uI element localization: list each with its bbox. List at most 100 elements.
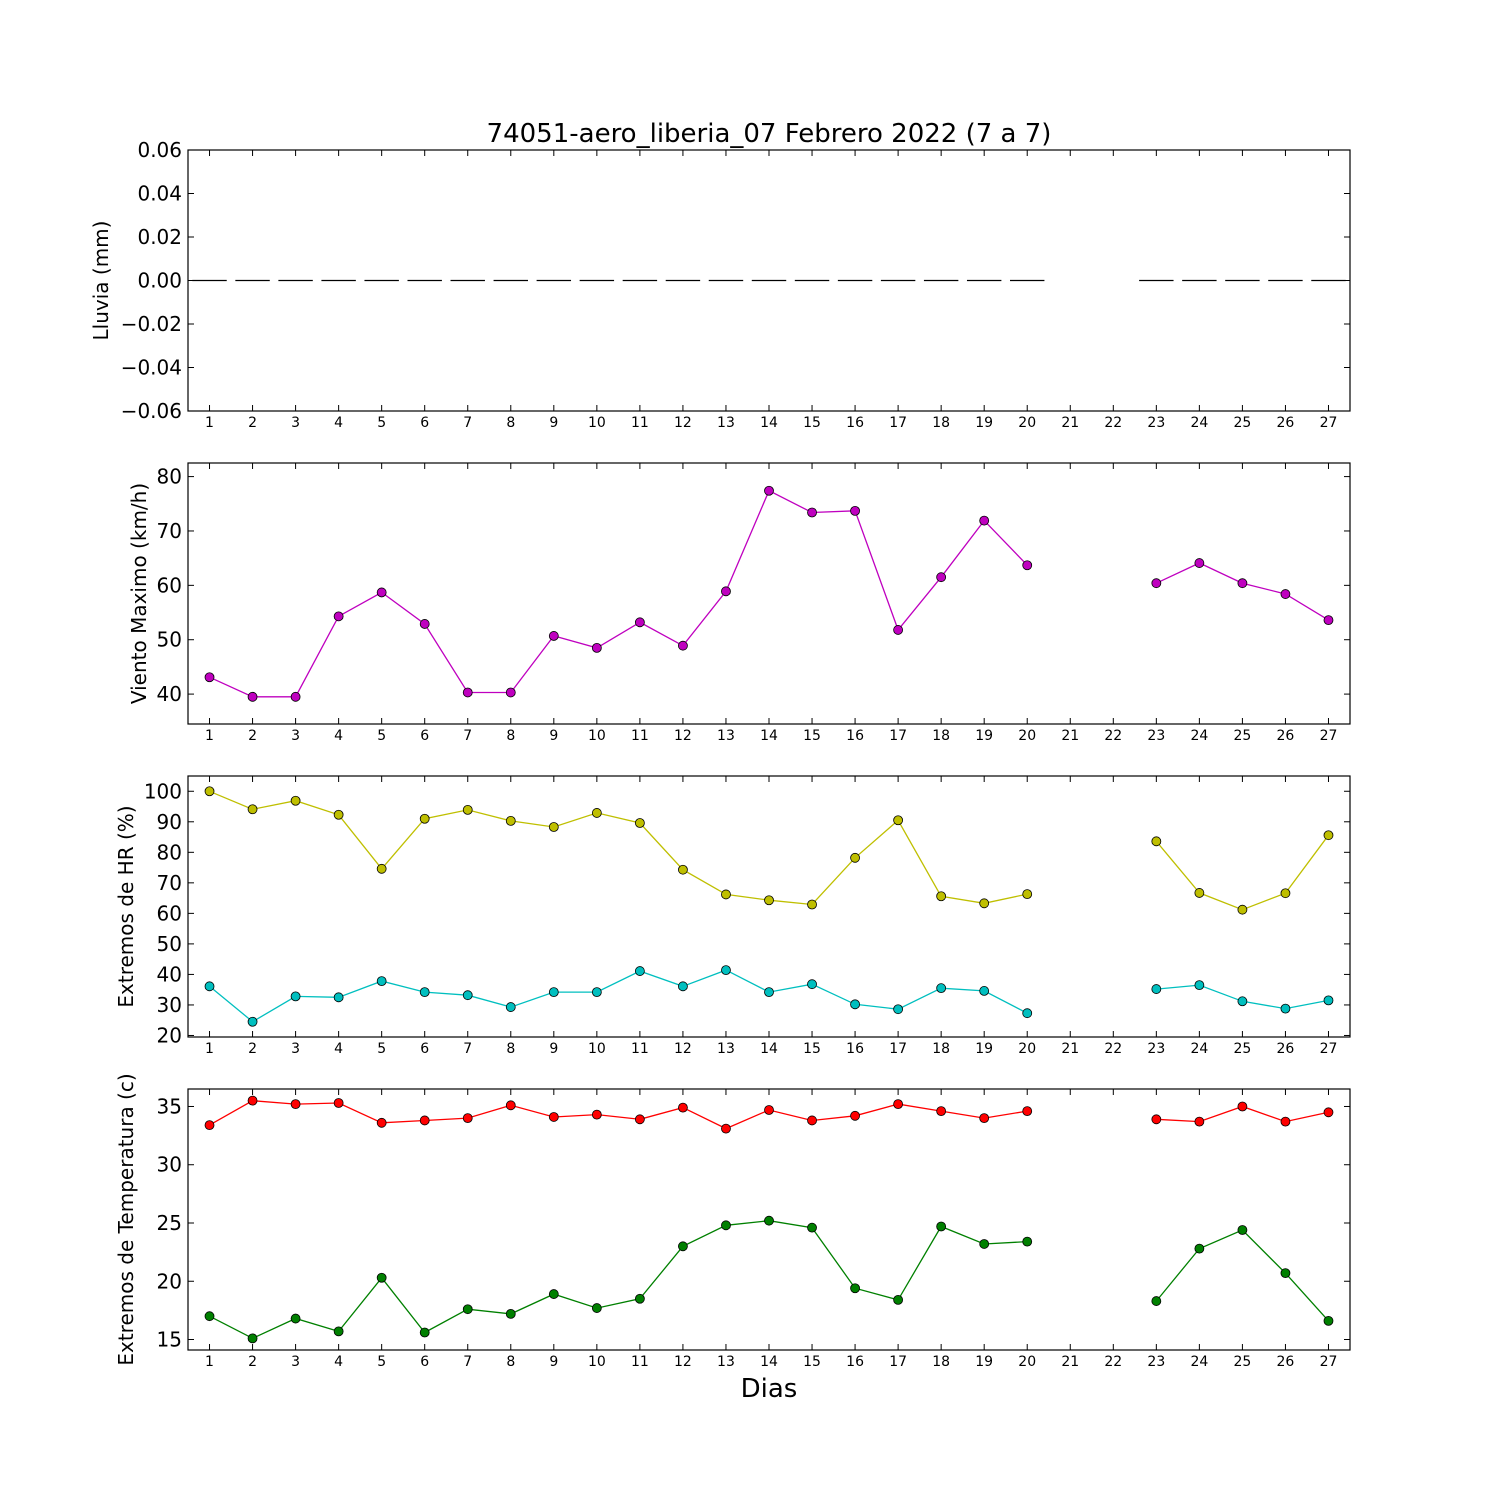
data-point xyxy=(634,1293,645,1304)
x-tick-label: 23 xyxy=(1147,415,1165,431)
x-tick-label: 18 xyxy=(932,1041,950,1057)
data-point xyxy=(376,976,387,987)
data-point xyxy=(204,786,215,797)
series-line xyxy=(1155,1229,1329,1322)
x-tick-label: 24 xyxy=(1190,1354,1208,1370)
data-point xyxy=(462,804,473,815)
x-tick-label: 12 xyxy=(674,1041,692,1057)
data-point xyxy=(634,818,645,828)
x-tick-label: 14 xyxy=(760,415,778,431)
x-tick-label: 19 xyxy=(975,728,993,744)
y-tick-label: 50 xyxy=(157,932,182,956)
x-tick-label: 3 xyxy=(291,728,300,744)
x-tick-label: 9 xyxy=(549,1041,558,1057)
data-point xyxy=(764,895,774,906)
data-point xyxy=(979,986,990,996)
data-point xyxy=(1022,1008,1033,1019)
x-tick-label: 11 xyxy=(631,728,649,744)
data-point xyxy=(548,987,559,998)
x-axis-label: Dias xyxy=(741,1374,798,1404)
plot-frame xyxy=(187,149,1351,412)
data-point xyxy=(1237,1101,1248,1112)
x-tick-label: 3 xyxy=(291,1354,300,1370)
x-tick-label: 18 xyxy=(932,415,950,431)
y-tick-label: 60 xyxy=(157,573,182,597)
y-tick-label: 50 xyxy=(157,628,182,652)
data-point xyxy=(678,1241,688,1252)
x-tick-label: 16 xyxy=(846,728,864,744)
data-point xyxy=(893,625,904,635)
y-tick-label: 0.06 xyxy=(137,138,182,162)
x-tick-label: 4 xyxy=(334,1354,343,1370)
x-tick-label: 7 xyxy=(463,1041,472,1057)
data-point xyxy=(419,619,430,629)
data-point xyxy=(419,1327,430,1338)
data-point xyxy=(634,617,645,628)
data-point xyxy=(247,804,258,815)
x-tick-label: 7 xyxy=(463,728,472,744)
x-tick-label: 21 xyxy=(1061,1354,1079,1370)
x-tick-label: 8 xyxy=(506,728,515,744)
x-tick-label: 2 xyxy=(248,415,257,431)
x-tick-label: 25 xyxy=(1233,728,1251,744)
data-point xyxy=(376,1117,387,1128)
data-point xyxy=(333,611,344,622)
x-tick-label: 21 xyxy=(1061,1041,1079,1057)
x-tick-label: 11 xyxy=(631,415,649,431)
x-tick-label: 27 xyxy=(1320,415,1338,431)
x-tick-label: 4 xyxy=(334,415,343,431)
data-point xyxy=(1237,904,1248,915)
x-tick-label: 27 xyxy=(1320,1041,1338,1057)
x-tick-label: 22 xyxy=(1104,1041,1122,1057)
data-point xyxy=(721,1123,731,1134)
x-tick-label: 11 xyxy=(631,1354,649,1370)
data-point xyxy=(764,1105,774,1115)
y-tick-label: 40 xyxy=(157,962,182,986)
data-point xyxy=(1194,558,1205,568)
data-point xyxy=(1323,1315,1334,1326)
data-point xyxy=(807,1115,817,1126)
data-point xyxy=(591,1303,602,1313)
data-point xyxy=(204,1311,215,1322)
y-tick-label: 20 xyxy=(157,1023,182,1047)
y-tick-label: 80 xyxy=(157,465,182,489)
data-point xyxy=(979,898,990,909)
x-tick-label: 12 xyxy=(674,728,692,744)
x-tick-label: 17 xyxy=(889,415,907,431)
x-tick-label: 1 xyxy=(205,1041,214,1057)
x-tick-label: 16 xyxy=(846,415,864,431)
x-tick-label: 26 xyxy=(1277,1041,1295,1057)
data-point xyxy=(850,852,860,863)
x-tick-label: 20 xyxy=(1018,415,1036,431)
data-point xyxy=(1022,1106,1033,1117)
y-axis-label: Viento Maximo (km/h) xyxy=(127,483,151,704)
data-point xyxy=(505,687,516,698)
x-tick-label: 23 xyxy=(1147,1041,1165,1057)
x-tick-label: 10 xyxy=(588,728,606,744)
x-tick-label: 6 xyxy=(420,1354,429,1370)
y-tick-label: 40 xyxy=(157,682,182,706)
data-point xyxy=(333,992,344,1003)
x-tick-label: 7 xyxy=(463,415,472,431)
data-point xyxy=(1237,996,1248,1007)
data-point xyxy=(634,966,645,976)
figure-title: 74051-aero_liberia_07 Febrero 2022 (7 a … xyxy=(487,119,1052,149)
data-point xyxy=(1237,1225,1248,1235)
data-point xyxy=(1323,1107,1334,1118)
series-1 xyxy=(204,1095,1334,1134)
data-point xyxy=(1280,1268,1291,1278)
y-tick-label: 25 xyxy=(157,1211,182,1235)
y-tick-label: 60 xyxy=(157,901,182,925)
x-tick-label: 16 xyxy=(846,1041,864,1057)
x-tick-label: 14 xyxy=(760,728,778,744)
series-2 xyxy=(204,965,1334,1027)
y-tick-label: 0.02 xyxy=(137,225,182,249)
data-point xyxy=(721,889,731,900)
data-point xyxy=(764,485,774,496)
x-tick-label: 8 xyxy=(506,415,515,431)
data-point xyxy=(505,1002,516,1012)
data-point xyxy=(1280,1003,1291,1014)
